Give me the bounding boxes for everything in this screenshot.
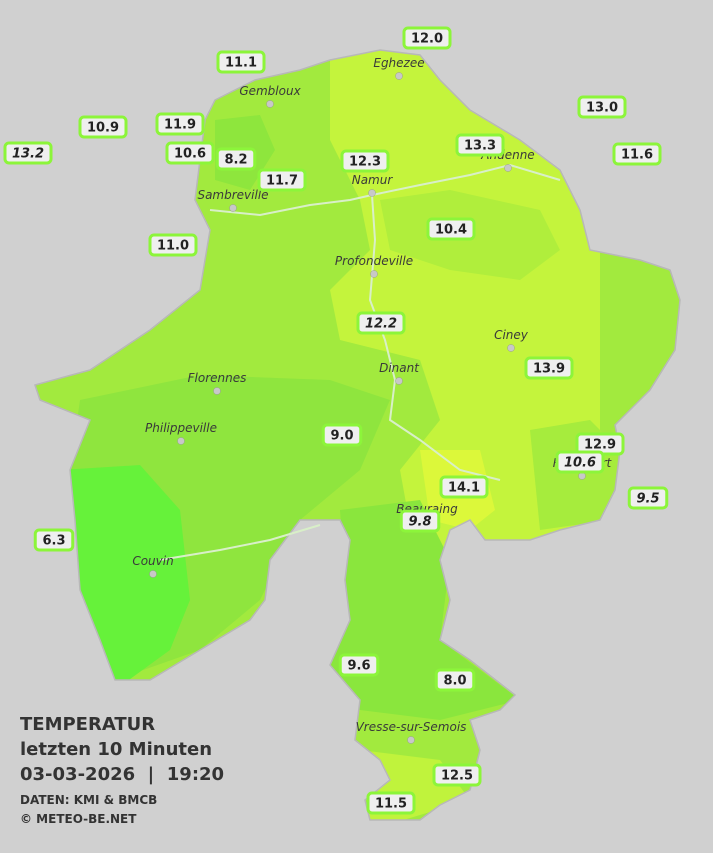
- station-box: [321, 423, 363, 447]
- zone: [60, 465, 190, 690]
- station-box: [356, 311, 406, 335]
- place-label: Sambreville: [197, 188, 268, 202]
- place-dot: [395, 377, 403, 385]
- station-value: 8.0: [443, 674, 466, 689]
- place-dot: [229, 204, 237, 212]
- station-box: [3, 141, 53, 165]
- station-value: 11.5: [375, 797, 407, 812]
- station-value: 8.2: [224, 153, 247, 168]
- station-box: [434, 668, 476, 692]
- station-box: [78, 115, 128, 139]
- place-label: Dinant: [379, 361, 420, 375]
- station-value: 13.9: [533, 362, 565, 377]
- legend-subtitle: letzten 10 Minuten: [20, 739, 212, 760]
- station-value: 14.1: [448, 481, 480, 496]
- station-value: 9.6: [347, 659, 370, 674]
- place-dot: [368, 189, 376, 197]
- station-value: 13.0: [586, 101, 618, 116]
- station-value: 10.6: [174, 147, 206, 162]
- station-box: [165, 141, 215, 165]
- place-label: Gembloux: [239, 84, 301, 98]
- station-box: [555, 450, 605, 474]
- station-box: [426, 217, 476, 241]
- station-value: 12.0: [411, 32, 443, 47]
- legend-title: TEMPERATUR: [20, 714, 155, 735]
- place-dot: [395, 72, 403, 80]
- station-value: 11.7: [266, 174, 298, 189]
- place-dot: [149, 570, 157, 578]
- place-label: Florennes: [188, 371, 247, 385]
- legend-datetime: 03-03-2026 | 19:20: [20, 764, 224, 785]
- place-label: Namur: [352, 173, 394, 187]
- station-value: 11.1: [225, 56, 257, 71]
- station-value: 12.2: [365, 317, 397, 332]
- place-dot: [177, 437, 185, 445]
- station-box: [399, 509, 441, 533]
- place-dot: [507, 344, 515, 352]
- station-box: [524, 356, 574, 380]
- place-dot: [213, 387, 221, 395]
- station-box: [455, 133, 505, 157]
- station-box: [216, 50, 266, 74]
- station-value: 12.3: [349, 155, 381, 170]
- station-box: [215, 147, 257, 171]
- place-label: Ciney: [494, 328, 529, 342]
- station-box: [155, 112, 205, 136]
- station-value: 12.9: [584, 438, 616, 453]
- station-box: [338, 653, 380, 677]
- station-value: 11.6: [621, 148, 653, 163]
- place-dot: [504, 164, 512, 172]
- station-value: 10.4: [435, 223, 467, 238]
- station-box: [257, 168, 307, 192]
- legend-copyright: © METEO-BE.NET: [20, 812, 137, 826]
- place-label: Profondeville: [335, 254, 413, 268]
- place-label: Couvin: [132, 554, 173, 568]
- station-value: 9.8: [408, 515, 431, 530]
- station-box: [432, 763, 482, 787]
- station-value: 12.5: [441, 769, 473, 784]
- place-dot: [407, 736, 415, 744]
- place-dot: [266, 100, 274, 108]
- place-label: Philippeville: [145, 421, 217, 435]
- station-value: 9.0: [330, 429, 353, 444]
- station-value: 9.5: [636, 492, 659, 507]
- station-box: [33, 528, 75, 552]
- station-value: 13.3: [464, 139, 496, 154]
- station-box: [577, 95, 627, 119]
- place-dot: [370, 270, 378, 278]
- legend-source: DATEN: KMI & BMCB: [20, 793, 157, 807]
- station-value: 6.3: [42, 534, 65, 549]
- place-label: Vresse-sur-Semois: [356, 720, 467, 734]
- place-dot: [578, 472, 586, 480]
- station-box: [148, 233, 198, 257]
- place-label: Eghezee: [373, 56, 424, 70]
- station-value: 10.6: [564, 456, 596, 471]
- station-box: [340, 149, 390, 173]
- station-value: 11.9: [164, 118, 196, 133]
- station-box: [612, 142, 662, 166]
- station-box: [366, 791, 416, 815]
- station-box: [439, 475, 489, 499]
- station-value: 11.0: [157, 239, 189, 254]
- station-value: 10.9: [87, 121, 119, 136]
- station-value: 13.2: [12, 147, 44, 162]
- station-box: [627, 486, 669, 510]
- station-box: [402, 26, 452, 50]
